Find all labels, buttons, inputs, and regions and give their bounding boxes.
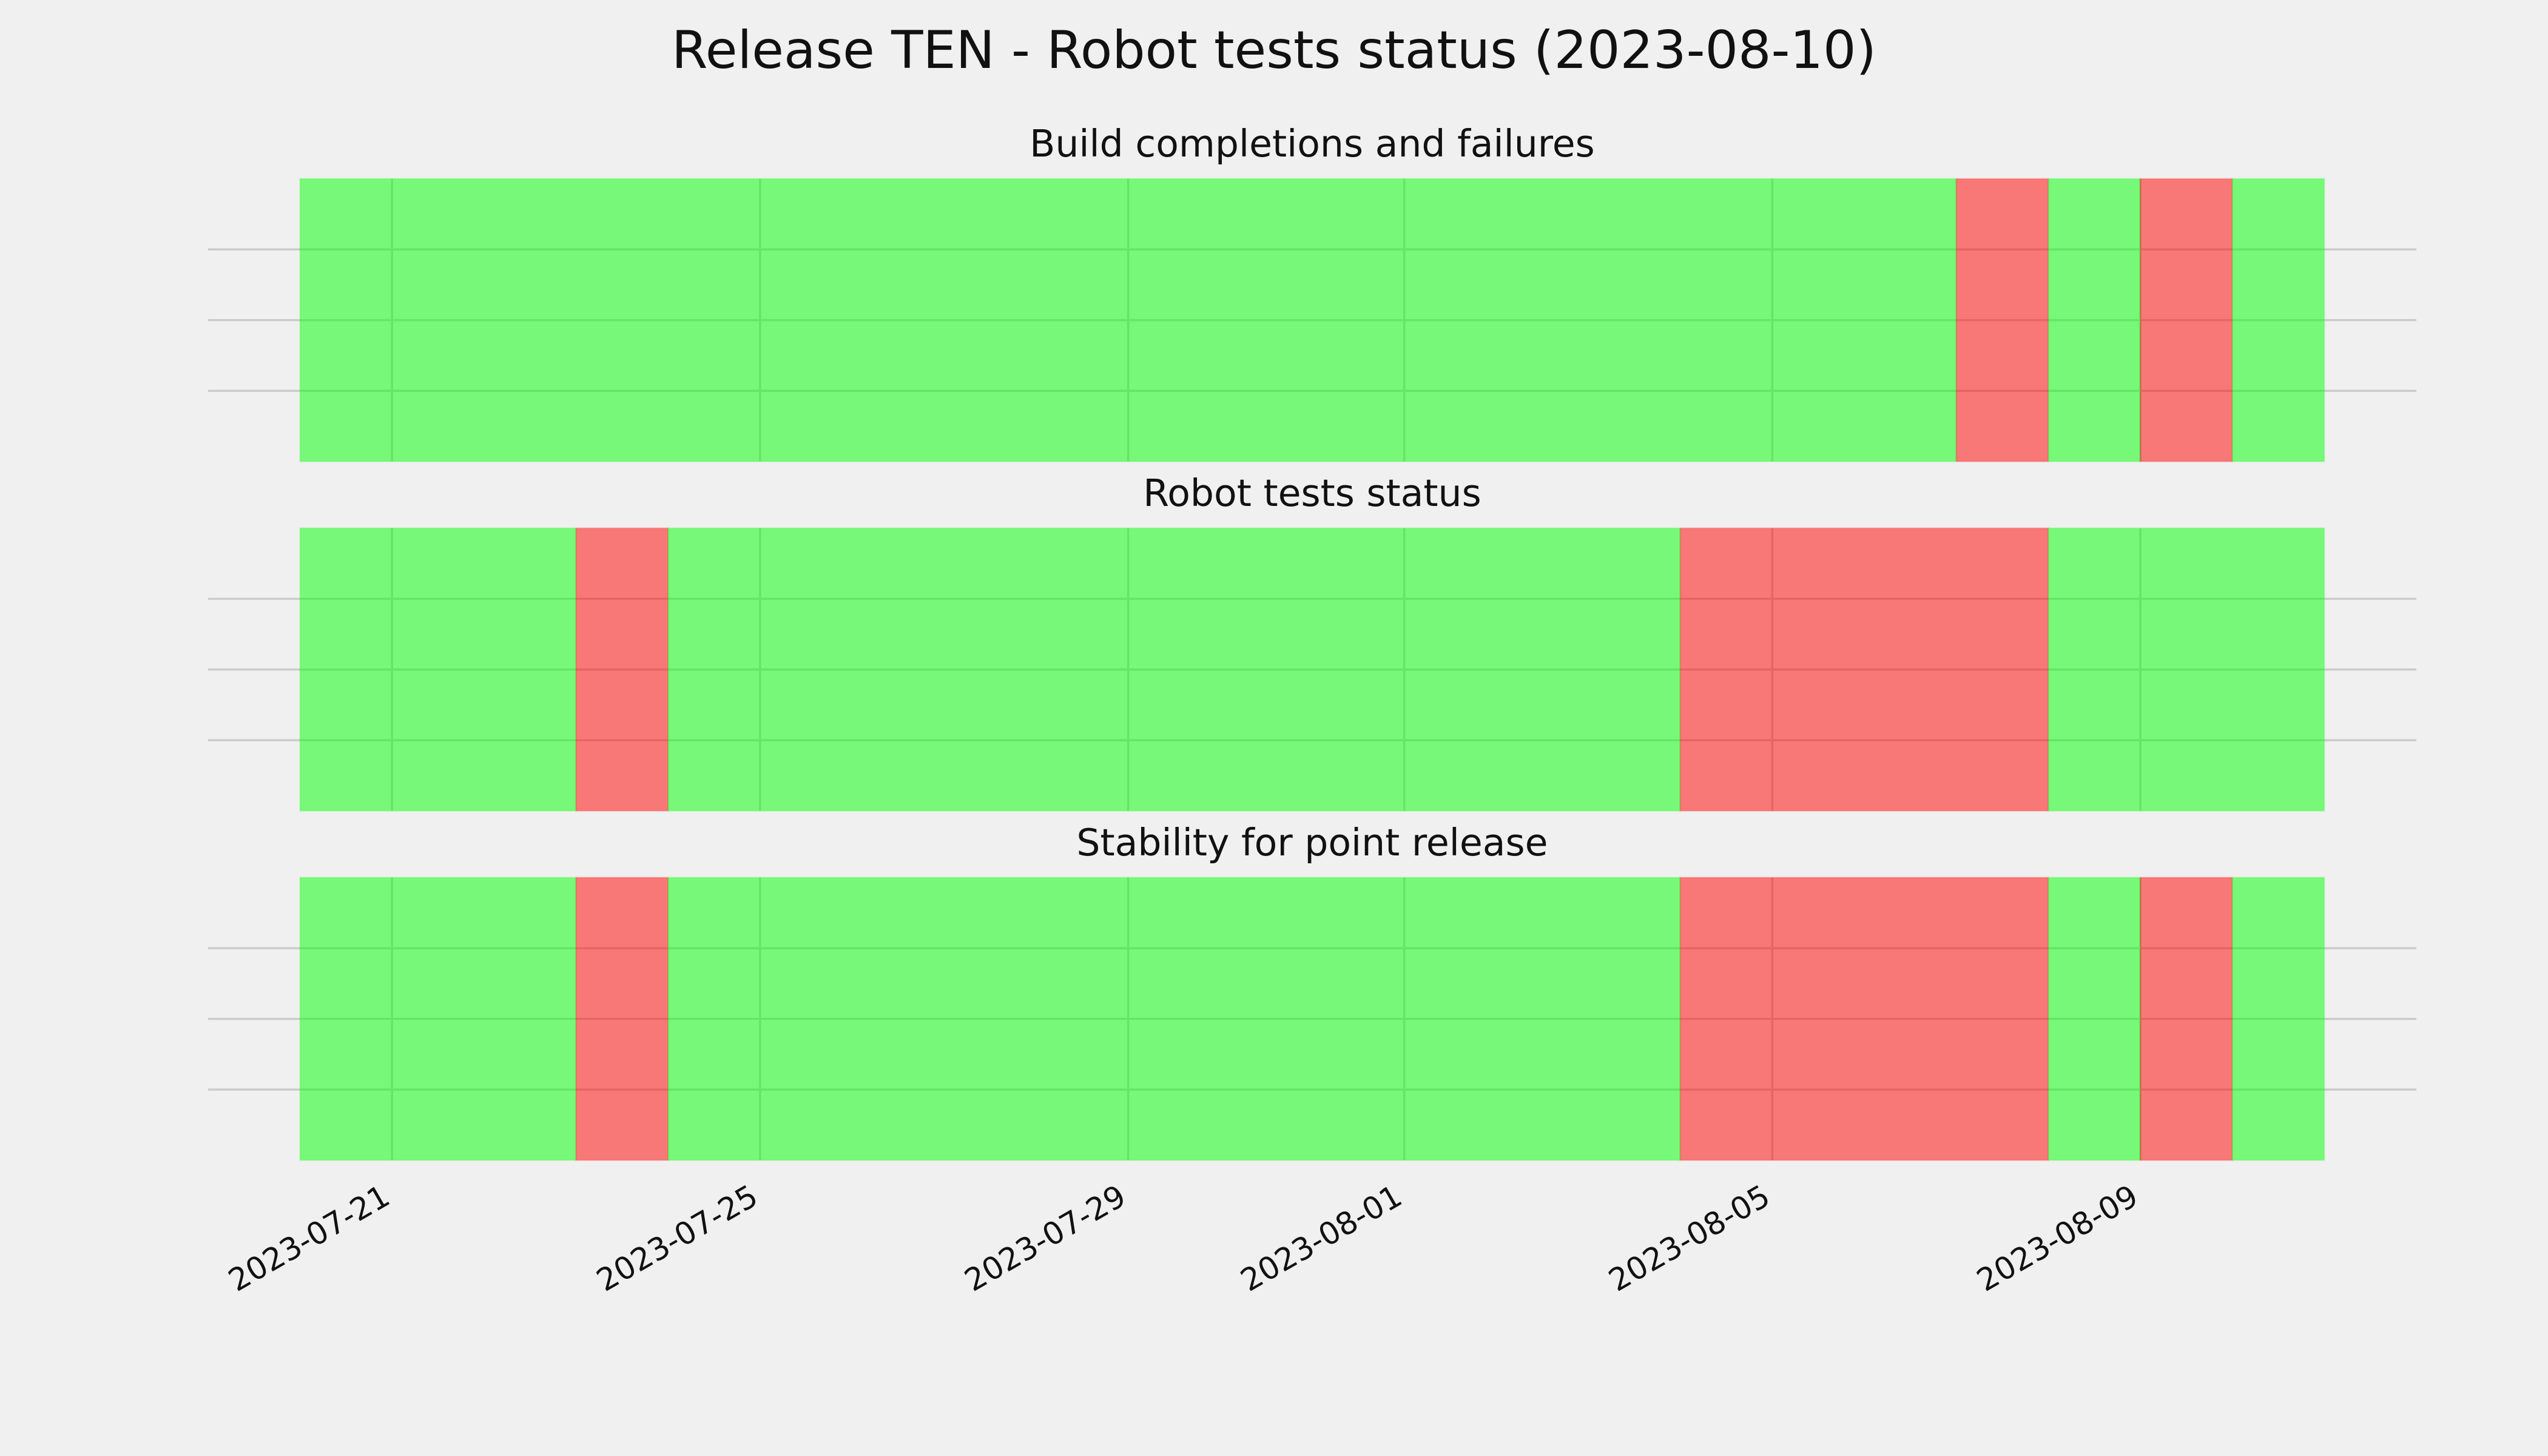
status-span [1955, 178, 2049, 463]
status-span [2048, 877, 2142, 1161]
status-span [2139, 877, 2234, 1161]
status-span [2231, 178, 2325, 463]
status-span [1679, 527, 2049, 812]
status-span [2047, 527, 2325, 812]
status-span [2048, 178, 2142, 463]
subplot-title: Build completions and failures [1030, 122, 1595, 166]
status-span [667, 877, 1681, 1161]
status-span [575, 877, 669, 1161]
status-span [299, 527, 577, 812]
status-span [299, 178, 1958, 463]
status-span [2139, 178, 2234, 463]
status-span [575, 527, 669, 812]
status-span [667, 527, 1681, 812]
subplot-title: Stability for point release [1076, 821, 1548, 864]
status-span [299, 877, 577, 1161]
status-span [2231, 877, 2325, 1161]
status-span [1679, 877, 2049, 1161]
figure-title: Release TEN - Robot tests status (2023-0… [672, 20, 1876, 81]
subplot-title: Robot tests status [1143, 471, 1481, 515]
